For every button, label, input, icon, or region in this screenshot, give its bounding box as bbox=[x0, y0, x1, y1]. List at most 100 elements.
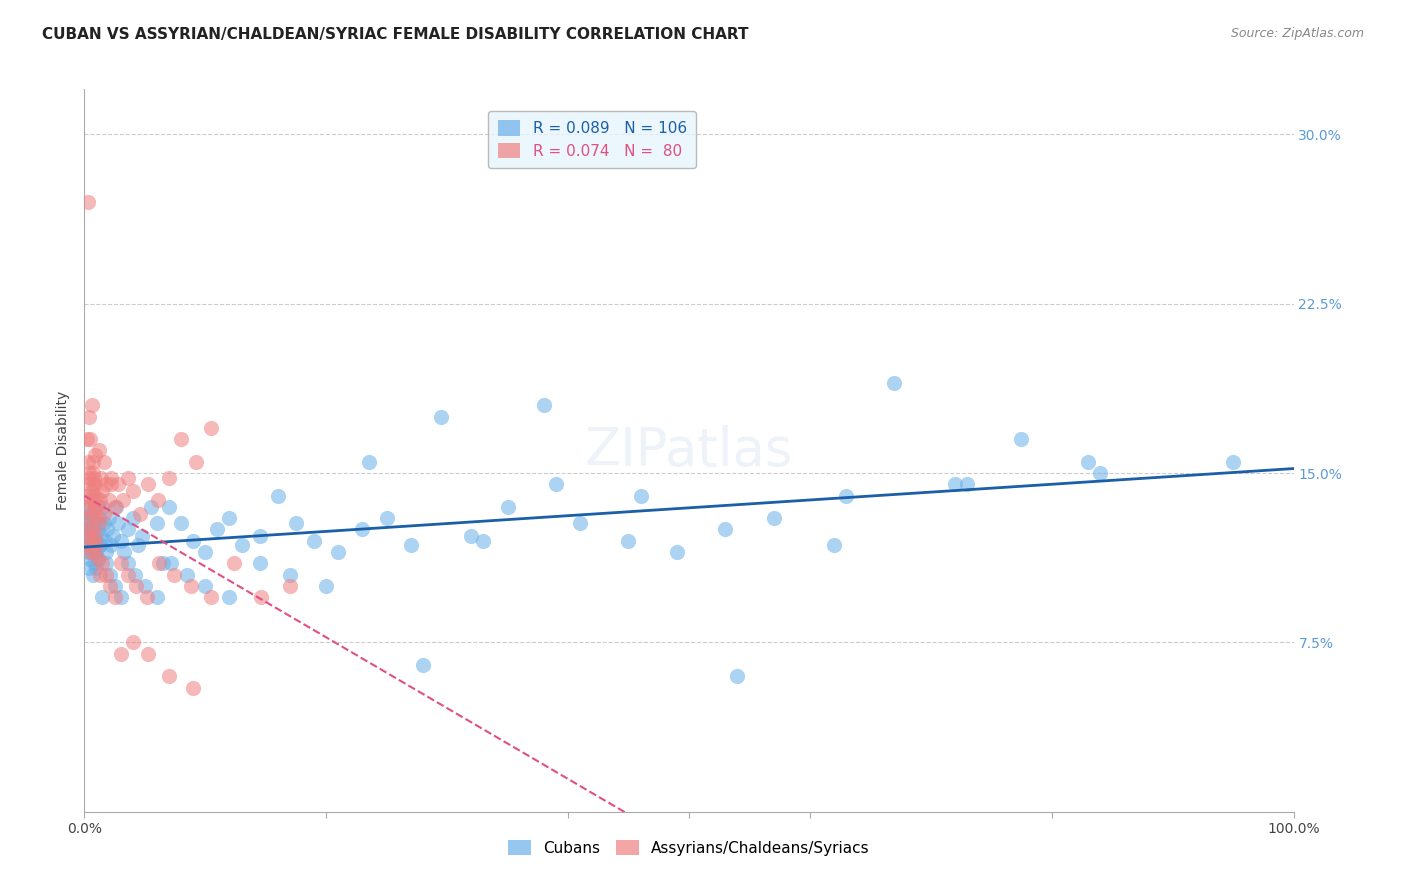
Point bbox=[90, 529, 112, 543]
Point bbox=[131, 529, 153, 543]
Point bbox=[83, 545, 105, 559]
Point bbox=[207, 523, 229, 537]
Point bbox=[83, 538, 105, 552]
Point bbox=[121, 635, 143, 649]
Point bbox=[569, 516, 592, 530]
Text: ZIPatlas: ZIPatlas bbox=[585, 425, 793, 476]
Point bbox=[82, 477, 104, 491]
Point bbox=[315, 579, 337, 593]
Point bbox=[82, 567, 104, 582]
Point bbox=[100, 470, 122, 484]
Point bbox=[89, 567, 111, 582]
Point bbox=[163, 567, 186, 582]
Point bbox=[86, 489, 108, 503]
Point bbox=[89, 493, 111, 508]
Point bbox=[94, 557, 117, 571]
Point bbox=[87, 516, 110, 530]
Point bbox=[224, 557, 246, 571]
Point bbox=[112, 493, 135, 508]
Point bbox=[77, 538, 100, 552]
Point bbox=[194, 545, 217, 559]
Point bbox=[89, 538, 111, 552]
Point bbox=[117, 523, 139, 537]
Point bbox=[104, 591, 127, 605]
Point bbox=[278, 567, 301, 582]
Point bbox=[148, 557, 170, 571]
Point bbox=[82, 489, 104, 503]
Point bbox=[124, 567, 146, 582]
Point bbox=[77, 195, 100, 210]
Point bbox=[138, 477, 160, 491]
Point bbox=[1077, 455, 1099, 469]
Point bbox=[956, 477, 979, 491]
Point bbox=[472, 533, 495, 548]
Legend: Cubans, Assyrians/Chaldeans/Syriacs: Cubans, Assyrians/Chaldeans/Syriacs bbox=[502, 834, 876, 862]
Point bbox=[200, 591, 222, 605]
Point bbox=[77, 466, 100, 480]
Point bbox=[86, 545, 108, 559]
Point bbox=[86, 551, 108, 566]
Point bbox=[86, 533, 108, 548]
Point bbox=[1011, 432, 1033, 446]
Point bbox=[89, 538, 111, 552]
Point bbox=[152, 557, 174, 571]
Point bbox=[110, 533, 132, 548]
Point bbox=[110, 557, 132, 571]
Point bbox=[138, 647, 160, 661]
Point bbox=[93, 507, 115, 521]
Point bbox=[200, 421, 222, 435]
Point bbox=[84, 529, 107, 543]
Point bbox=[157, 500, 180, 514]
Point bbox=[79, 432, 101, 446]
Point bbox=[83, 493, 105, 508]
Point bbox=[84, 516, 107, 530]
Point bbox=[80, 538, 103, 552]
Point bbox=[249, 557, 271, 571]
Point bbox=[146, 516, 169, 530]
Point bbox=[82, 511, 104, 525]
Point bbox=[82, 466, 104, 480]
Point bbox=[617, 533, 640, 548]
Point bbox=[176, 567, 198, 582]
Point bbox=[181, 681, 204, 695]
Point bbox=[107, 516, 129, 530]
Point bbox=[278, 579, 301, 593]
Point bbox=[80, 484, 103, 499]
Point bbox=[79, 551, 101, 566]
Point bbox=[86, 551, 108, 566]
Point bbox=[1088, 466, 1111, 480]
Point bbox=[75, 533, 97, 548]
Point bbox=[80, 523, 103, 537]
Point bbox=[267, 489, 290, 503]
Point bbox=[357, 455, 380, 469]
Point bbox=[77, 516, 100, 530]
Point bbox=[103, 529, 125, 543]
Point bbox=[170, 432, 193, 446]
Point bbox=[76, 432, 98, 446]
Point bbox=[139, 500, 162, 514]
Point bbox=[84, 448, 107, 462]
Point bbox=[157, 470, 180, 484]
Point bbox=[77, 545, 100, 559]
Point bbox=[125, 579, 148, 593]
Point bbox=[412, 657, 434, 672]
Point bbox=[86, 561, 108, 575]
Point bbox=[823, 538, 845, 552]
Point bbox=[762, 511, 785, 525]
Point bbox=[835, 489, 858, 503]
Point bbox=[157, 669, 180, 683]
Point bbox=[544, 477, 567, 491]
Point bbox=[352, 523, 374, 537]
Point bbox=[93, 455, 115, 469]
Point bbox=[107, 477, 129, 491]
Point bbox=[79, 545, 101, 559]
Point bbox=[82, 533, 104, 548]
Point bbox=[76, 511, 98, 525]
Point bbox=[86, 500, 108, 514]
Point bbox=[136, 591, 159, 605]
Point bbox=[79, 470, 101, 484]
Point bbox=[83, 470, 105, 484]
Point bbox=[80, 507, 103, 521]
Point bbox=[117, 470, 139, 484]
Point bbox=[91, 557, 114, 571]
